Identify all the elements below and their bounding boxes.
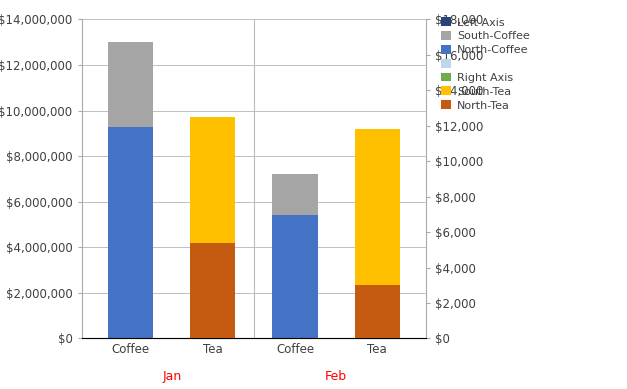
Bar (354, 129, 399, 285)
Bar (108, 126, 154, 338)
Bar (354, 285, 399, 338)
Legend: Left Axis, South-Coffee, North-Coffee, , Right Axis, South-Tea, North-Tea: Left Axis, South-Coffee, North-Coffee, ,… (441, 17, 530, 110)
Bar (191, 243, 236, 338)
Bar (108, 42, 154, 126)
Bar (272, 216, 317, 338)
Text: Feb: Feb (325, 370, 347, 383)
Bar (191, 117, 236, 243)
Text: Jan: Jan (162, 370, 181, 383)
Bar (272, 174, 317, 216)
